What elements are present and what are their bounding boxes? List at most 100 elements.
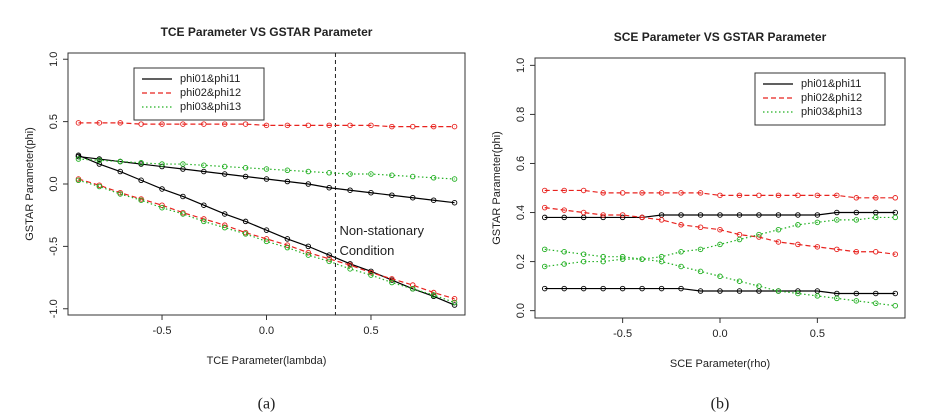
series-line bbox=[544, 207, 896, 255]
point bbox=[263, 236, 270, 242]
point bbox=[873, 249, 879, 255]
point bbox=[284, 236, 291, 242]
point bbox=[892, 251, 899, 257]
point bbox=[368, 272, 374, 278]
point bbox=[138, 197, 144, 203]
series-line bbox=[78, 155, 455, 204]
point bbox=[619, 285, 626, 292]
point bbox=[697, 212, 704, 218]
point bbox=[834, 217, 840, 223]
point bbox=[658, 190, 665, 196]
point bbox=[410, 173, 416, 180]
point bbox=[117, 120, 123, 126]
x-axis-label: TCE Parameter(lambda) bbox=[207, 355, 327, 367]
point bbox=[756, 212, 762, 218]
point bbox=[795, 212, 801, 218]
y-tick-label: 0.0 bbox=[515, 303, 527, 318]
point bbox=[639, 285, 645, 292]
point bbox=[892, 214, 899, 221]
point bbox=[159, 186, 165, 192]
point bbox=[600, 190, 606, 196]
point bbox=[853, 249, 860, 255]
point bbox=[138, 160, 144, 166]
point bbox=[736, 192, 743, 199]
point bbox=[96, 120, 103, 126]
point bbox=[305, 181, 312, 187]
point bbox=[242, 121, 249, 127]
point bbox=[814, 192, 821, 199]
point bbox=[263, 227, 270, 233]
point bbox=[892, 195, 899, 201]
point bbox=[853, 290, 860, 297]
point bbox=[541, 214, 548, 221]
series-line bbox=[78, 158, 455, 180]
point bbox=[221, 224, 228, 231]
point bbox=[619, 256, 626, 262]
point bbox=[201, 202, 207, 208]
point bbox=[814, 219, 821, 226]
x-axis-label: SCE Parameter(rho) bbox=[670, 358, 770, 370]
point bbox=[717, 192, 723, 199]
point bbox=[451, 299, 458, 306]
point bbox=[410, 123, 416, 130]
point bbox=[451, 302, 458, 308]
y-tick-label: 1.0 bbox=[515, 58, 527, 73]
point bbox=[873, 195, 879, 201]
point bbox=[658, 253, 665, 260]
x-tick-label: 0.5 bbox=[363, 325, 378, 337]
point bbox=[619, 190, 626, 196]
legend-label: phi01&phi11 bbox=[801, 78, 861, 90]
point bbox=[117, 158, 123, 165]
point bbox=[305, 249, 312, 256]
point bbox=[389, 276, 395, 282]
series-line bbox=[78, 178, 455, 300]
point bbox=[736, 278, 743, 284]
point bbox=[117, 168, 123, 175]
point bbox=[814, 244, 821, 250]
point bbox=[717, 241, 723, 248]
point bbox=[368, 122, 374, 129]
y-axis-label: GSTAR Parameter(phi) bbox=[491, 131, 503, 245]
point bbox=[305, 243, 312, 250]
point bbox=[242, 173, 249, 180]
legend-label: phi02&phi12 bbox=[801, 92, 862, 104]
point bbox=[600, 212, 606, 218]
y-tick-label: -1.0 bbox=[48, 299, 60, 318]
point bbox=[389, 279, 395, 286]
point bbox=[347, 266, 353, 272]
point bbox=[221, 211, 228, 217]
point bbox=[834, 295, 840, 302]
point bbox=[561, 249, 567, 255]
series-line bbox=[544, 189, 896, 199]
point bbox=[326, 258, 332, 265]
x-tick-label: 0.0 bbox=[712, 328, 727, 340]
point bbox=[284, 244, 291, 251]
point bbox=[795, 222, 801, 228]
legend-label: phi02&phi12 bbox=[180, 87, 241, 99]
point bbox=[678, 222, 684, 228]
point bbox=[221, 222, 228, 228]
point bbox=[775, 288, 782, 294]
point bbox=[96, 183, 103, 190]
point bbox=[619, 212, 626, 218]
point bbox=[75, 156, 82, 162]
point bbox=[451, 176, 458, 182]
series-line bbox=[544, 211, 896, 219]
point bbox=[541, 204, 548, 211]
chart-title: TCE Parameter VS GSTAR Parameter bbox=[161, 25, 373, 39]
point bbox=[580, 285, 587, 292]
point bbox=[368, 171, 374, 177]
point bbox=[697, 288, 704, 294]
point bbox=[180, 121, 186, 127]
point bbox=[775, 212, 782, 218]
point bbox=[96, 161, 103, 167]
point bbox=[368, 269, 374, 276]
point bbox=[430, 292, 437, 298]
point bbox=[347, 171, 353, 177]
y-axis-label: GSTAR Parameter(phi) bbox=[24, 127, 36, 241]
point bbox=[600, 258, 606, 265]
point bbox=[580, 258, 587, 265]
point bbox=[561, 187, 567, 194]
point bbox=[326, 252, 332, 258]
point bbox=[96, 157, 103, 164]
